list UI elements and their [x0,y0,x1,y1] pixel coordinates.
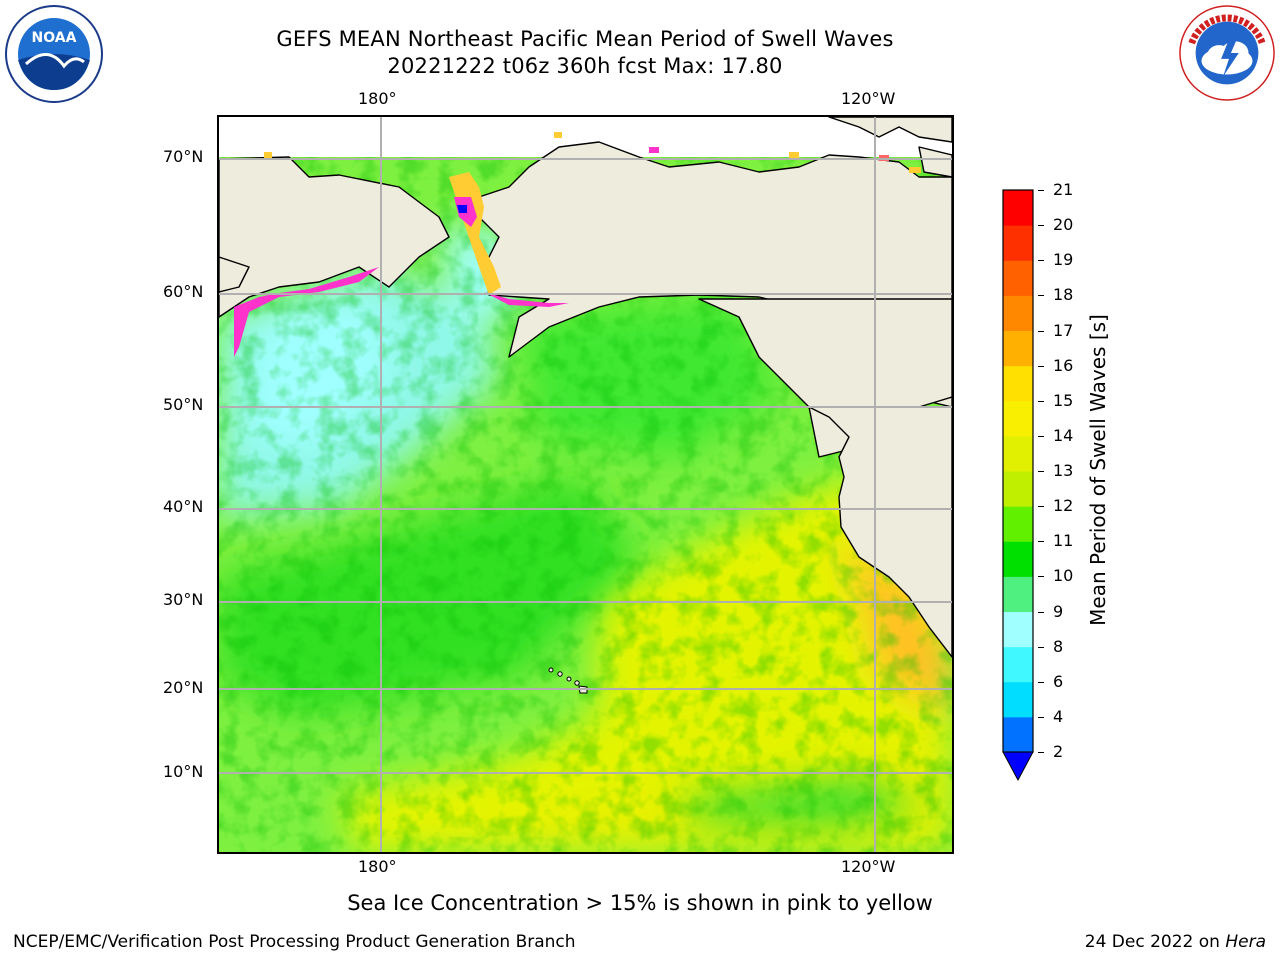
colorbar-segment [1003,260,1033,296]
colorbar-segment [1003,506,1033,542]
colorbar-tick-label: 19 [1053,250,1074,270]
colorbar-tick-label: 12 [1053,496,1074,516]
colorbar-segment [1003,716,1033,753]
colorbar-tick-mark [1038,330,1044,332]
nws-logo-icon [1178,4,1276,106]
colorbar-tick-label: 2 [1053,742,1064,761]
colorbar-tick-mark [1038,541,1044,543]
colorbar-segment [1003,576,1033,612]
colorbar-tick-label: 10 [1053,566,1074,586]
colorbar-segment [1003,646,1033,683]
colorbar-tick-mark [1038,752,1044,753]
footer-credit: NCEP/EMC/Verification Post Processing Pr… [13,932,576,952]
lon-label-top-120w: 120°W [841,89,896,108]
svg-text:NOAA: NOAA [32,30,77,46]
colorbar-tick-mark [1038,716,1044,718]
colorbar-segment [1003,435,1033,472]
footer-date-text: 24 Dec 2022 on [1084,932,1220,952]
footer-host: Hera [1225,932,1266,952]
colorbar-tick-label: 15 [1053,390,1074,410]
colorbar-tick-mark [1038,435,1044,437]
colorbar-segment [1003,190,1033,226]
colorbar [995,180,1055,790]
colorbar-tick-label: 8 [1053,636,1064,656]
lon-label-top-180: 180° [358,89,397,108]
colorbar-extend-triangle [1002,751,1034,782]
chart-title: GEFS MEAN Northeast Pacific Mean Period … [276,27,894,51]
colorbar-tick-mark [1038,225,1044,227]
colorbar-tick-label: 21 [1053,180,1074,199]
colorbar-outline [1002,189,1034,753]
colorbar-tick-mark [1038,471,1044,472]
colorbar-tick-label: 6 [1053,671,1064,691]
lat-label-30n: 30°N [163,590,204,609]
colorbar-tick-mark [1038,295,1044,297]
colorbar-tick-mark [1038,506,1044,508]
lon-label-bottom-180: 180° [358,857,397,876]
colorbar-segment [1003,295,1033,331]
lat-label-60n: 60°N [163,282,204,301]
colorbar-label: Mean Period of Swell Waves [s] [1086,314,1110,626]
colorbar-segment [1003,365,1033,402]
lat-label-50n: 50°N [163,395,204,414]
colorbar-tick-label: 4 [1053,706,1064,726]
colorbar-tick-mark [1038,646,1044,648]
colorbar-segment [1003,400,1033,437]
colorbar-tick-label: 18 [1053,285,1074,305]
colorbar-tick-mark [1038,260,1044,262]
colorbar-tick-mark [1038,576,1044,578]
colorbar-segment [1003,611,1033,648]
colorbar-tick-mark [1038,611,1044,613]
colorbar-tick-label: 9 [1053,601,1064,621]
colorbar-tick-label: 13 [1053,461,1074,480]
map-panel [217,115,954,854]
lat-label-70n: 70°N [163,147,204,166]
colorbar-tick-mark [1038,190,1044,191]
colorbar-segment [1003,471,1033,507]
sea-ice-layer [234,132,921,357]
colorbar-tick-label: 20 [1053,215,1074,235]
colorbar-tick-label: 14 [1053,425,1074,445]
colorbar-tick-mark [1038,400,1044,402]
lat-label-10n: 10°N [163,762,204,781]
colorbar-tick-label: 17 [1053,320,1074,340]
graticule [219,117,952,852]
colorbar-tick-label: 16 [1053,355,1074,375]
lat-label-40n: 40°N [163,497,204,516]
sea-ice-note: Sea Ice Concentration > 15% is shown in … [347,891,933,915]
land-layer [219,117,952,658]
colorbar-segment [1003,225,1033,261]
chart-subtitle: 20221222 t06z 360h fcst Max: 17.80 [387,54,783,78]
colorbar-tick-mark [1038,681,1044,683]
lat-label-20n: 20°N [163,678,204,697]
colorbar-tick-label: 11 [1053,531,1074,551]
colorbar-segment [1003,330,1033,367]
colorbar-segment [1003,541,1033,577]
colorbar-tick-mark [1038,365,1044,367]
noaa-logo-icon: NOAA [4,4,104,108]
colorbar-segment [1003,681,1033,718]
footer-date: 24 Dec 2022 on Hera [1085,932,1266,952]
lon-label-bottom-120w: 120°W [841,857,896,876]
